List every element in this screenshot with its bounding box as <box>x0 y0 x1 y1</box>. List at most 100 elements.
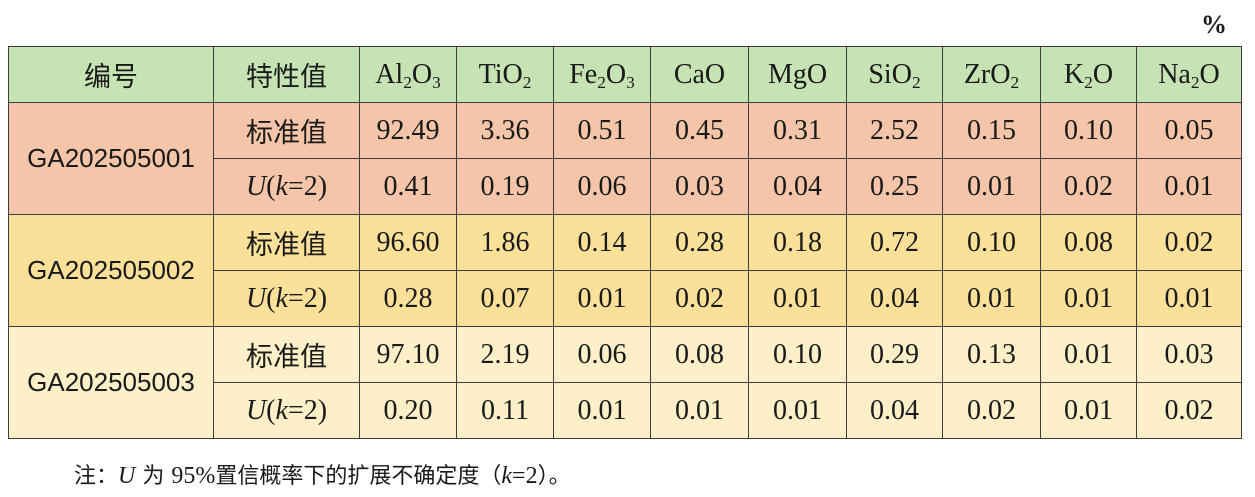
note-text-1: 为 <box>135 464 172 489</box>
formula-subscript: 2 <box>403 72 412 92</box>
uncertainty-value-cell: 0.41 <box>359 158 457 215</box>
note-end: ）。 <box>537 464 571 489</box>
uncert-open: ( <box>266 394 276 426</box>
standard-value-cell: 0.15 <box>942 102 1041 159</box>
uncert-rest: =2) <box>287 282 328 314</box>
uncert-u: U <box>245 170 267 202</box>
uncert-k: k <box>275 394 288 426</box>
uncertainty-value-cell: 0.01 <box>1136 158 1242 215</box>
uncertainty-value-cell: 0.01 <box>553 382 651 439</box>
composition-table: 编号 特性值 Al2O3 TiO2 Fe2O3 CaO MgO SiO2 ZrO2 K2O Na… <box>8 46 1242 439</box>
uncert-rest: =2) <box>287 170 328 202</box>
standard-value-cell: 0.45 <box>650 102 749 159</box>
sample-id: GA202505001 <box>8 102 214 215</box>
cut-off-title: ▬▬▬▬▬▬▬▬▬ <box>0 0 1255 3</box>
standard-value-cell: 0.18 <box>748 214 847 271</box>
standard-value-cell: 0.05 <box>1136 102 1242 159</box>
standard-value-cell: 3.36 <box>456 102 554 159</box>
formula-part: ZrO <box>963 58 1011 90</box>
formula-subscript: 2 <box>522 72 532 92</box>
standard-value-cell: 0.14 <box>553 214 651 271</box>
formula-subscript: 2 <box>911 72 921 92</box>
formula-part: O <box>1092 58 1114 90</box>
uncertainty-value-cell: 0.07 <box>456 270 554 327</box>
standard-value-cell: 0.51 <box>553 102 651 159</box>
header-row: 编号 特性值 Al2O3 TiO2 Fe2O3 CaO MgO SiO2 ZrO2 K2O Na… <box>8 46 1242 103</box>
table-row: GA202505001 标准值 92.49 3.36 0.51 0.45 0.31 2.52 0… <box>8 102 1242 215</box>
uncertainty-value-cell: 0.04 <box>846 270 943 327</box>
uncert-open: ( <box>266 170 276 202</box>
formula-subscript: 3 <box>626 72 635 92</box>
sample-id: GA202505002 <box>8 214 214 327</box>
uncertainty-value-cell: 0.01 <box>1040 270 1137 327</box>
label-uncertainty: U(k=2) <box>213 382 360 439</box>
header-component: MgO <box>748 46 847 103</box>
formula-part: Fe <box>569 58 598 90</box>
header-component: ZrO2 <box>942 46 1041 103</box>
formula-part: MgO <box>767 58 828 90</box>
formula-subscript: 2 <box>597 72 606 92</box>
formula-part: Na <box>1158 58 1191 90</box>
header-component: Al2O3 <box>359 46 457 103</box>
uncertainty-value-cell: 0.01 <box>1136 270 1242 327</box>
uncertainty-value-cell: 0.20 <box>359 382 457 439</box>
label-uncertainty: U(k=2) <box>213 270 360 327</box>
uncert-open: ( <box>266 282 276 314</box>
label-standard-value: 标准值 <box>213 326 360 383</box>
standard-value-cell: 0.10 <box>942 214 1041 271</box>
note-prefix: 注： <box>74 464 119 489</box>
standard-value-cell: 0.02 <box>1136 214 1242 271</box>
header-component: CaO <box>650 46 749 103</box>
uncertainty-value-cell: 0.28 <box>359 270 457 327</box>
standard-value-cell: 1.86 <box>456 214 554 271</box>
standard-value-cell: 97.10 <box>359 326 457 383</box>
uncertainty-value-cell: 0.01 <box>650 382 749 439</box>
header-component: TiO2 <box>456 46 554 103</box>
formula-part: Al <box>375 58 404 90</box>
uncertainty-value-cell: 0.25 <box>846 158 943 215</box>
footnote: 注：U 为 95%置信概率下的扩展不确定度（k=2）。 <box>74 458 571 490</box>
formula-part: SiO <box>868 58 912 90</box>
formula-part: CaO <box>673 58 726 90</box>
uncertainty-value-cell: 0.01 <box>942 270 1041 327</box>
header-component: Na2O <box>1136 46 1242 103</box>
standard-value-cell: 92.49 <box>359 102 457 159</box>
standard-value-cell: 2.52 <box>846 102 943 159</box>
header-component: K2O <box>1040 46 1137 103</box>
formula-part: O <box>411 58 433 90</box>
formula-part: O <box>605 58 627 90</box>
table-row: U(k=2) 0.20 0.11 0.01 0.01 0.01 0.04 0.02 0.01 0.… <box>9 382 1242 439</box>
formula-subscript: 3 <box>432 72 441 92</box>
uncertainty-value-cell: 0.01 <box>748 382 847 439</box>
formula-subscript: 2 <box>1190 72 1200 92</box>
uncertainty-value-cell: 0.06 <box>553 158 651 215</box>
uncertainty-value-cell: 0.01 <box>553 270 651 327</box>
standard-value-cell: 0.01 <box>1040 326 1137 383</box>
table-row: GA202505002 标准值 96.60 1.86 0.14 0.28 0.18 0.72 0… <box>8 214 1242 327</box>
note-k: k <box>501 463 513 489</box>
formula-part: K <box>1063 58 1085 90</box>
standard-value-cell: 0.08 <box>1040 214 1137 271</box>
header-id: 编号 <box>8 46 214 103</box>
standard-value-cell: 0.10 <box>748 326 847 383</box>
label-uncertainty: U(k=2) <box>213 158 360 215</box>
uncertainty-value-cell: 0.01 <box>1040 382 1137 439</box>
table-row: GA202505003 标准值 97.10 2.19 0.06 0.08 0.10 0.29 0… <box>8 326 1242 439</box>
standard-value-cell: 0.31 <box>748 102 847 159</box>
note-text-2: 置信概率下的扩展不确定度（ <box>215 464 502 489</box>
uncertainty-value-cell: 0.01 <box>748 270 847 327</box>
standard-value-cell: 0.08 <box>650 326 749 383</box>
formula-part: TiO <box>478 58 523 90</box>
standard-value-cell: 0.72 <box>846 214 943 271</box>
header-property: 特性值 <box>213 46 360 103</box>
note-percent: 95% <box>171 463 216 489</box>
table-row: U(k=2) 0.28 0.07 0.01 0.02 0.01 0.04 0.01 0.01 0.… <box>9 270 1242 327</box>
standard-value-cell: 0.29 <box>846 326 943 383</box>
sample-id: GA202505003 <box>8 326 214 439</box>
uncertainty-value-cell: 0.11 <box>456 382 554 439</box>
formula-subscript: 2 <box>1010 72 1020 92</box>
uncert-k: k <box>275 170 288 202</box>
uncert-rest: =2) <box>287 394 328 426</box>
standard-value-cell: 0.28 <box>650 214 749 271</box>
formula-subscript: 2 <box>1084 72 1093 92</box>
